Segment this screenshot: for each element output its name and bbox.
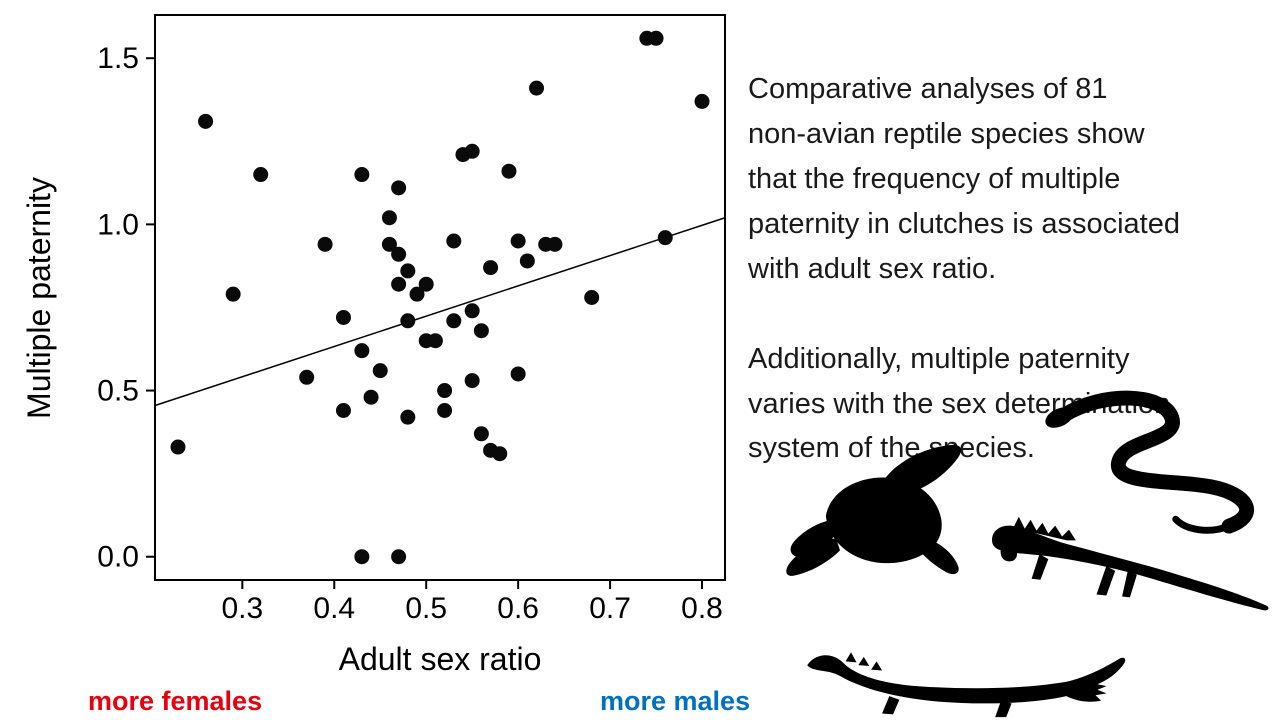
data-point bbox=[446, 233, 462, 249]
data-point bbox=[372, 363, 388, 379]
y-tick-label: 0.0 bbox=[97, 541, 139, 574]
data-point bbox=[446, 313, 462, 329]
data-point bbox=[510, 366, 526, 382]
data-point bbox=[464, 143, 480, 159]
data-point bbox=[464, 303, 480, 319]
data-point bbox=[299, 369, 315, 385]
snake-icon bbox=[1045, 390, 1254, 534]
data-point bbox=[418, 276, 434, 292]
data-point bbox=[473, 426, 489, 442]
data-point bbox=[464, 373, 480, 389]
data-point bbox=[437, 383, 453, 399]
x-axis-title: Adult sex ratio bbox=[339, 641, 542, 677]
data-point bbox=[584, 290, 600, 305]
scatter-plot: 0.3 0.4 0.5 0.6 0.7 0.8 0.0 0.5 1.0 1.5 Adult sex… bbox=[21, 14, 726, 677]
data-point bbox=[400, 263, 416, 279]
data-point bbox=[529, 80, 545, 96]
x-tick-label: 0.6 bbox=[497, 592, 539, 625]
data-point bbox=[170, 439, 186, 455]
data-point bbox=[648, 30, 664, 46]
data-point bbox=[409, 286, 425, 302]
y-tick-label: 0.5 bbox=[97, 375, 139, 408]
data-point bbox=[391, 180, 407, 196]
data-point bbox=[363, 389, 379, 405]
data-point bbox=[657, 230, 673, 246]
y-tick-label: 1.5 bbox=[97, 42, 139, 75]
data-point bbox=[391, 276, 407, 292]
caption-sentence-2: Additionally, multiple paternity varies … bbox=[748, 342, 1171, 465]
data-point bbox=[381, 210, 397, 226]
data-point bbox=[354, 343, 370, 359]
trend-line bbox=[154, 217, 726, 407]
data-point bbox=[335, 403, 351, 418]
x-tick-label: 0.8 bbox=[681, 592, 723, 625]
data-point bbox=[253, 167, 269, 183]
data-point bbox=[391, 549, 407, 565]
y-tick-label: 1.0 bbox=[97, 208, 139, 241]
plot-content: 0.3 0.4 0.5 0.6 0.7 0.8 0.0 0.5 1.0 1.5 bbox=[97, 30, 726, 625]
data-point bbox=[225, 286, 241, 302]
data-point bbox=[492, 446, 508, 462]
x-tick-label: 0.5 bbox=[405, 592, 447, 625]
plot-frame bbox=[154, 14, 726, 581]
data-point bbox=[694, 93, 710, 109]
data-point bbox=[317, 236, 333, 252]
data-point bbox=[473, 323, 489, 339]
y-axis-title: Multiple paternity bbox=[21, 177, 57, 419]
data-point bbox=[400, 313, 416, 329]
data-point bbox=[354, 167, 370, 183]
data-point bbox=[381, 236, 397, 252]
sea-turtle-icon bbox=[786, 444, 962, 576]
xaxis-annotation-right: more males bbox=[600, 686, 751, 716]
data-point bbox=[198, 113, 214, 129]
data-point bbox=[335, 309, 351, 325]
data-point bbox=[427, 333, 443, 349]
iguana-icon bbox=[992, 516, 1269, 611]
data-point bbox=[547, 236, 563, 252]
data-point bbox=[400, 409, 416, 425]
x-tick-label: 0.3 bbox=[221, 592, 263, 625]
data-point bbox=[501, 163, 517, 179]
x-tick-label: 0.4 bbox=[313, 592, 355, 625]
data-point bbox=[483, 260, 499, 276]
caption-sentence-1: Comparative analyses of 81 non-avian rep… bbox=[748, 72, 1180, 285]
data-point bbox=[391, 246, 407, 262]
xaxis-annotation-left: more females bbox=[88, 686, 263, 716]
data-point bbox=[519, 253, 535, 269]
data-point bbox=[354, 549, 370, 565]
data-point bbox=[437, 403, 453, 418]
crocodile-icon bbox=[807, 652, 1126, 718]
x-tick-label: 0.7 bbox=[589, 592, 631, 625]
data-point bbox=[510, 233, 526, 249]
caption: Comparative analyses of 81 non-avian rep… bbox=[748, 22, 1276, 516]
